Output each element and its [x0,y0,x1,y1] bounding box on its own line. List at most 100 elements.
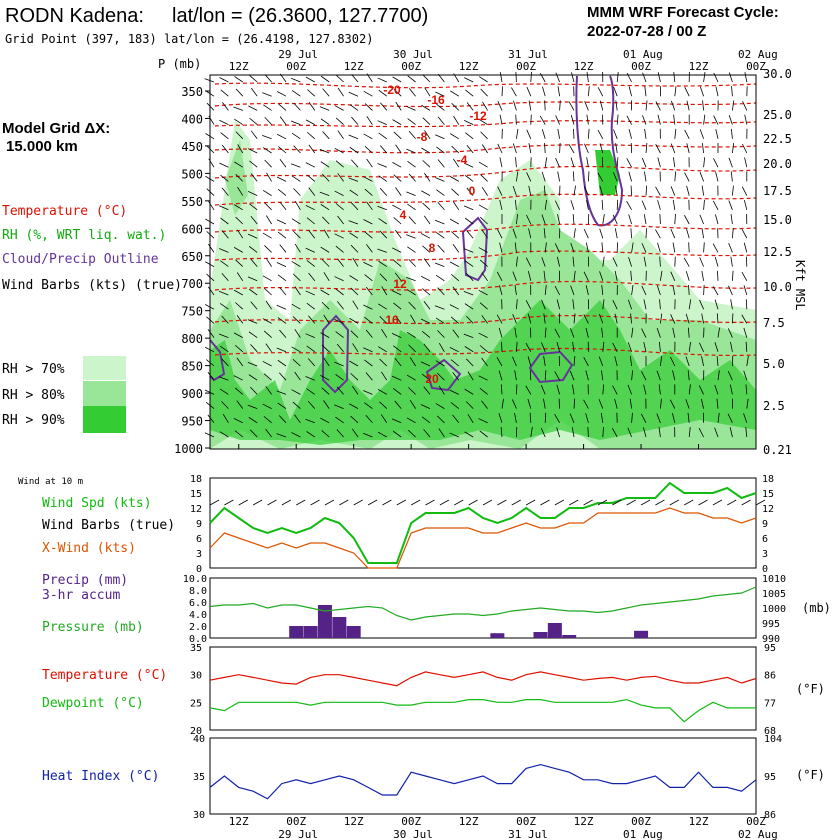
wind-barb [434,305,445,310]
bottom-hour-tick: 00Z [631,815,651,828]
wind-barb [247,362,258,367]
wind-barb [480,131,488,140]
wind-barb [556,384,560,395]
wind-barb [408,387,416,395]
surface-wind-barb [367,499,378,506]
wind-barb [481,229,488,239]
wind-barb [660,270,663,281]
wind-barb [378,175,388,182]
wind-barb [349,146,359,154]
wind-barb [364,402,373,409]
wind-barb [377,389,387,395]
wind-barb [670,228,676,239]
wind-barb [699,129,704,139]
rh70-label: RH > 70% [2,362,65,377]
wind-barb [308,187,316,196]
wind-barb [480,88,488,97]
wind-barb [728,157,733,168]
wind-barb [290,77,301,83]
wind-barb [392,162,402,168]
wind-barb [716,313,719,324]
surface-wind-barb [655,499,665,506]
wind-barb [499,285,503,296]
wind-barb [515,71,517,83]
wind-barb [657,242,661,253]
wind-barb [498,413,503,423]
surface-wind-barb [209,499,220,506]
wind-barb [221,401,229,409]
wind-barb [463,162,474,168]
wind-barb [377,163,387,168]
wind-barb [573,128,575,139]
wind-barb [453,73,460,83]
wind-barb [335,117,344,125]
wind-barb [381,328,388,338]
hi-tick-right: 95 [764,772,776,783]
wind-barb [465,358,474,367]
wind-barb [741,229,748,239]
wind-barb [478,375,488,381]
precip-bar [332,617,347,638]
hi-f-unit: (°F) [796,768,825,782]
wind-barb [599,313,604,324]
wind-barb [334,276,344,282]
kft-tick: 7.5 [763,316,785,330]
wind-barb [293,188,301,196]
wind-barb [407,75,416,83]
wind-barb [541,257,546,267]
bottom-hour-tick: 12Z [344,815,364,828]
wind-barb [466,187,474,196]
wind-barb [612,342,618,352]
wind-barb [686,228,690,239]
wind-barb [365,372,373,381]
wind-barb [699,257,704,267]
wind-tick-right: 6 [762,534,768,545]
pressure-tick: 650 [181,250,203,264]
wind-barb [250,301,258,310]
wind-barb [588,86,590,97]
wind-barb [294,201,301,211]
wind-barb [449,304,459,310]
wind-tick-left: 12 [190,504,202,515]
wind-barb [478,418,488,424]
wind-barb [601,327,604,338]
wind-barb [391,418,402,424]
wind-barb [497,143,503,154]
wind-barb [247,276,258,282]
wind-barb [451,145,460,154]
wind-barb [276,91,287,97]
wind-barb [641,285,647,296]
wind-barb [421,330,431,338]
wind-barb [732,313,734,324]
wind-barb [713,115,719,125]
wind-barb [587,426,589,438]
wind-barb [381,371,388,381]
wind-barb [642,72,647,83]
wind-barb [278,146,287,154]
wind-barb [717,327,720,338]
wind-barb [586,72,589,83]
temperature-contour-label: 12 [393,277,407,291]
wind-barb [656,413,661,423]
wind-barb [514,370,517,381]
wind-barb [249,429,258,438]
wind-barb [670,271,676,281]
wind-barb [262,147,272,154]
surface-wind-barb [597,499,608,506]
wind-barb [743,413,748,423]
wind-barb [584,143,589,154]
wind-barb [732,185,734,196]
wind-barb [321,430,330,438]
wind-barb [278,415,287,424]
wind-barb [364,103,373,111]
wind-barb [451,103,460,111]
wind-barb [554,371,560,381]
wind-barb [291,218,301,225]
wind-barb [323,357,330,367]
wind-barb [701,313,704,324]
wind-barb [294,286,301,296]
wind-barb [729,384,733,395]
kft-tick: 2.5 [763,399,785,413]
wind-barb [263,330,272,338]
wind-barb [645,185,648,196]
